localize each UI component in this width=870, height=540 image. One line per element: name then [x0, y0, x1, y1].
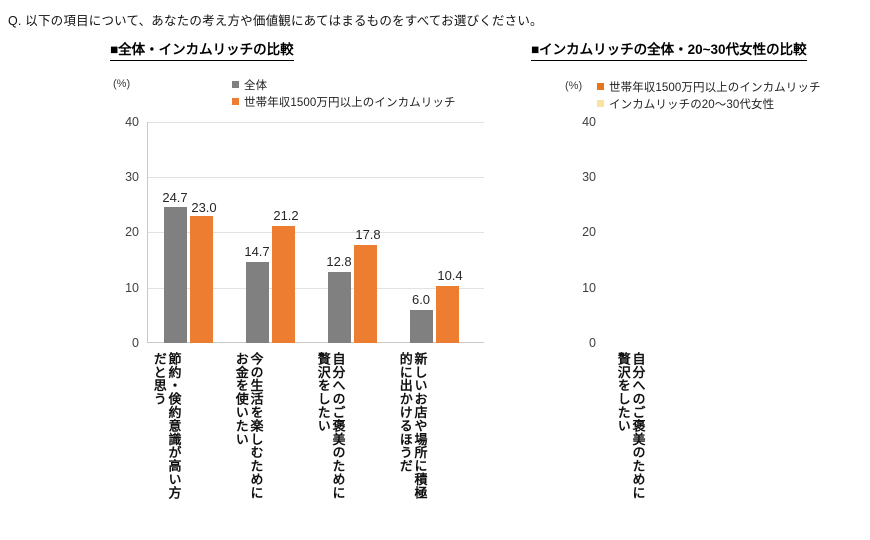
y-axis-tick: 20 — [582, 225, 596, 239]
legend-item: 世帯年収1500万円以上のインカムリッチ — [597, 78, 821, 95]
bar-value-label: 23.0 — [191, 200, 217, 215]
plot-area-left: 24.7 23.0 14.7 21.2 12.8 17.8 6.0 10.4 — [147, 122, 484, 343]
category-label: 新しいお店や場所に積極 的に出かけるほうだ — [397, 352, 428, 500]
y-axis-tick: 40 — [125, 115, 139, 129]
bar-income-rich[interactable] — [190, 216, 213, 343]
bar-income-rich[interactable] — [436, 286, 459, 343]
legend-swatch-icon — [597, 100, 604, 107]
bar-income-rich[interactable] — [272, 226, 295, 343]
gridline — [148, 288, 484, 289]
category-label-col: 自分へのご褒美のために — [630, 352, 646, 500]
category-label-col: 自分へのご褒美のために — [330, 352, 346, 500]
legend-label: 世帯年収1500万円以上のインカムリッチ — [609, 81, 821, 94]
chart-legend-right: 世帯年収1500万円以上のインカムリッチ インカムリッチの20〜30代女性 — [597, 78, 821, 112]
y-axis-unit-right: (%) — [565, 80, 583, 92]
chart-panel-income-rich-vs-women: ■インカムリッチの全体・20~30代女性の比較 (%) 世帯年収1500万円以上… — [515, 0, 870, 540]
y-axis-tick: 40 — [582, 115, 596, 129]
bar-value-label: 12.8 — [326, 254, 352, 269]
bar-value-label: 10.4 — [437, 268, 463, 283]
y-axis-unit-left: (%) — [113, 78, 131, 90]
legend-swatch-icon — [232, 98, 239, 105]
legend-item: 全体 — [232, 76, 456, 93]
chart-panel-overall-vs-income-rich: ■全体・インカムリッチの比較 (%) 全体 世帯年収1500万円以上のインカムリ… — [110, 42, 484, 500]
legend-swatch-icon — [232, 81, 239, 88]
bar-income-rich[interactable] — [354, 245, 377, 343]
bar-total[interactable] — [410, 310, 433, 343]
category-label-col: 今の生活を楽しむために — [248, 352, 264, 500]
category-label-col: 節約・倹約意識が高い方 — [166, 352, 182, 500]
category-label: 今の生活を楽しむために お金を使いたい — [233, 352, 264, 500]
category-label-col: 贅沢をしたい — [315, 352, 331, 433]
axis-baseline — [148, 342, 484, 343]
bar-total[interactable] — [164, 207, 187, 343]
bar-total[interactable] — [328, 272, 351, 343]
category-label: 節約・倹約意識が高い方 だと思う — [151, 352, 182, 500]
chart-legend-left: 全体 世帯年収1500万円以上のインカムリッチ — [232, 76, 456, 110]
y-axis-tick: 20 — [125, 225, 139, 239]
y-axis-tick: 10 — [125, 281, 139, 295]
bar-value-label: 21.2 — [273, 208, 299, 223]
gridline — [148, 232, 484, 233]
bar-total[interactable] — [246, 262, 269, 343]
bar-value-label: 17.8 — [355, 227, 381, 242]
category-label-col: 的に出かけるほうだ — [397, 352, 413, 473]
legend-label: 全体 — [244, 79, 268, 92]
chart-title-right: ■インカムリッチの全体・20~30代女性の比較 — [531, 42, 807, 61]
category-label-col: 贅沢をしたい — [615, 352, 631, 433]
category-label: 自分へのご褒美のために 贅沢をしたい — [315, 352, 346, 500]
legend-item: 世帯年収1500万円以上のインカムリッチ — [232, 93, 456, 110]
bar-value-label: 6.0 — [411, 292, 431, 307]
legend-item: インカムリッチの20〜30代女性 — [597, 95, 821, 112]
gridline — [148, 122, 484, 123]
category-label-col: 新しいお店や場所に積極 — [412, 352, 428, 500]
category-label: 自分へのご褒美のために 贅沢をしたい — [615, 352, 646, 500]
category-label-col: だと思う — [151, 352, 167, 406]
category-label-col: お金を使いたい — [233, 352, 249, 446]
legend-label: 世帯年収1500万円以上のインカムリッチ — [244, 96, 456, 109]
y-axis-tick: 30 — [582, 170, 596, 184]
y-axis-tick: 0 — [589, 336, 596, 350]
y-axis-tick: 10 — [582, 281, 596, 295]
chart-title-left: ■全体・インカムリッチの比較 — [110, 42, 294, 61]
gridline — [148, 177, 484, 178]
survey-question: Q. 以下の項目について、あなたの考え方や価値観にあてはまるものをすべてお選びく… — [8, 14, 543, 28]
legend-swatch-icon — [597, 83, 604, 90]
bar-value-label: 14.7 — [244, 244, 270, 259]
bar-value-label: 24.7 — [162, 190, 188, 205]
y-axis-tick: 30 — [125, 170, 139, 184]
legend-label: インカムリッチの20〜30代女性 — [609, 98, 775, 111]
y-axis-tick: 0 — [132, 336, 139, 350]
